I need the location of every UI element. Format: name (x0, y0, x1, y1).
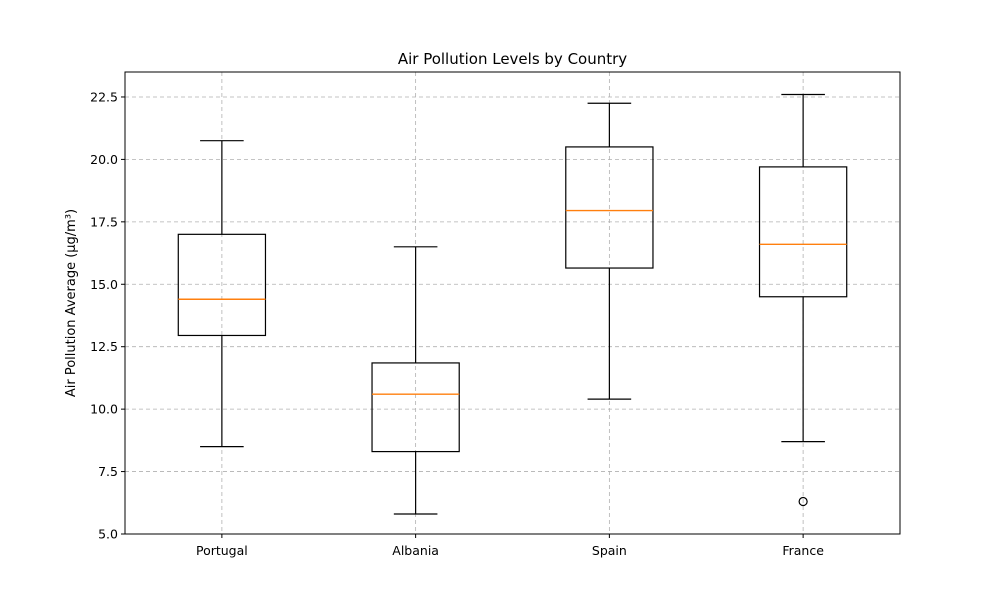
iqr-box (371, 362, 460, 453)
x-tick-label: Portugal (196, 543, 248, 558)
y-axis-label: Air Pollution Average (µg/m³) (64, 209, 79, 397)
y-tick-label: 10.0 (90, 402, 118, 417)
y-tick-label: 7.5 (98, 464, 118, 479)
box-portugal (177, 140, 267, 448)
iqr-box (177, 233, 267, 337)
x-axis: Portugal Albania Spain France (196, 534, 824, 558)
iqr-box (565, 146, 654, 269)
y-tick-label: 5.0 (98, 527, 118, 542)
x-tick-label: Spain (592, 543, 627, 558)
box-france (758, 93, 848, 507)
box-spain (565, 102, 654, 400)
box-albania (371, 246, 460, 515)
x-tick-label: France (782, 543, 824, 558)
y-tick-label: 20.0 (90, 152, 118, 167)
y-tick-label: 12.5 (90, 339, 118, 354)
plot-area-frame (124, 71, 901, 535)
iqr-box (758, 166, 848, 298)
y-tick-label: 17.5 (90, 214, 118, 229)
chart-title: Air Pollution Levels by Country (398, 50, 627, 68)
x-tick-label: Albania (392, 543, 439, 558)
y-tick-label: 22.5 (90, 89, 118, 104)
boxes (177, 93, 848, 515)
outlier-point (798, 496, 808, 507)
y-tick-label: 15.0 (90, 277, 118, 292)
y-axis: 5.0 7.5 10.0 12.5 15.0 17.5 20.0 22.5 (90, 89, 125, 542)
